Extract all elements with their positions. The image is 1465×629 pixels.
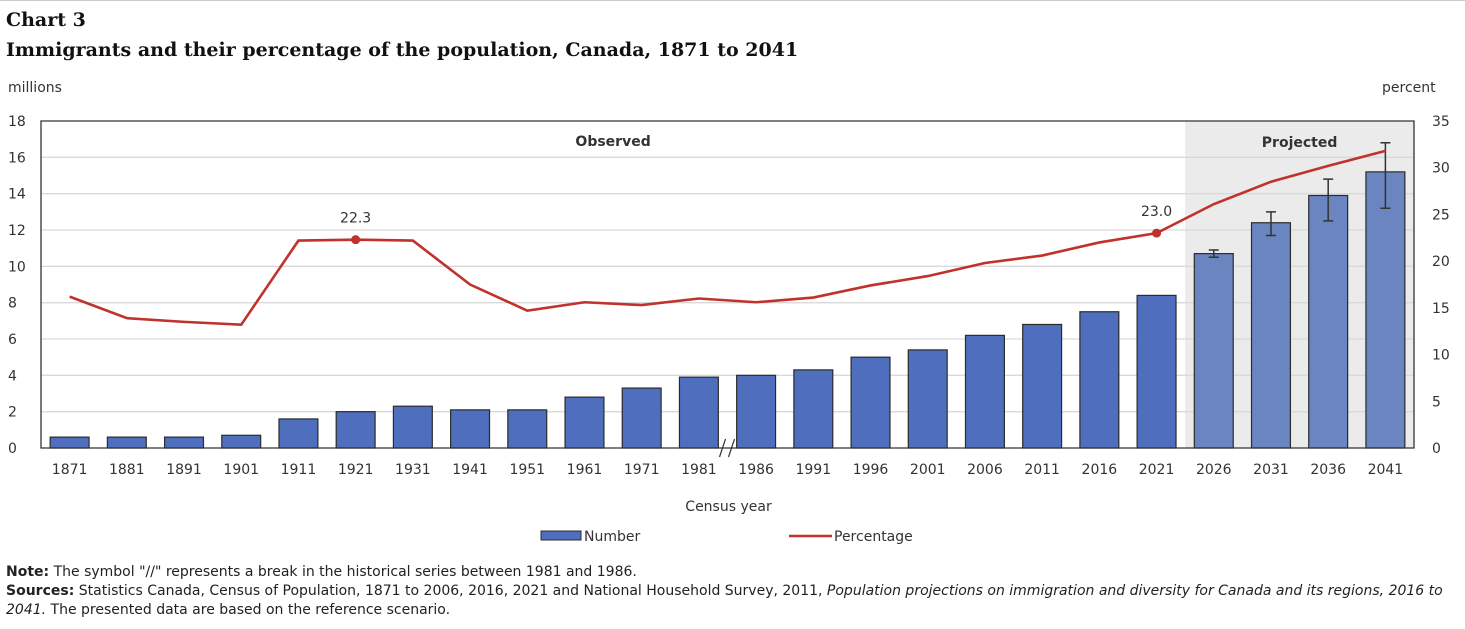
x-tick-1881: 1881 — [109, 462, 145, 478]
x-tick-1921: 1921 — [338, 462, 374, 478]
y-left-tick: 10 — [8, 259, 26, 275]
error-bar-2026 — [1208, 249, 1219, 258]
x-tick-1951: 1951 — [509, 462, 545, 478]
bar-1991 — [793, 369, 834, 449]
sources-line: Sources: Statistics Canada, Census of Po… — [6, 582, 1456, 620]
x-tick-2016: 2016 — [1082, 462, 1118, 478]
bar-1996 — [850, 356, 891, 449]
data-label-1921: 22.3 — [340, 211, 371, 227]
break-marker-icon — [718, 438, 736, 458]
point-2021 — [1152, 228, 1162, 238]
y-right-tick: 20 — [1432, 254, 1450, 270]
x-tick-1971: 1971 — [624, 462, 660, 478]
x-tick-2026: 2026 — [1196, 462, 1232, 478]
bar-1971 — [621, 387, 662, 449]
x-tick-1891: 1891 — [166, 462, 202, 478]
region-label-observed: Observed — [575, 134, 650, 150]
x-tick-2036: 2036 — [1310, 462, 1346, 478]
note-line: Note: The symbol "//" represents a break… — [6, 563, 1456, 582]
x-tick-1991: 1991 — [795, 462, 831, 478]
bar-1911 — [278, 418, 319, 449]
error-bar-2031 — [1265, 211, 1276, 237]
y-left-tick: 18 — [8, 114, 26, 130]
x-tick-1871: 1871 — [52, 462, 88, 478]
bar-1931 — [392, 405, 433, 449]
region-label-projected: Projected — [1262, 135, 1338, 151]
bar-2006 — [964, 334, 1005, 449]
sources-label: Sources: — [6, 583, 75, 599]
note-text: The symbol "//" represents a break in th… — [49, 564, 637, 580]
x-tick-1931: 1931 — [395, 462, 431, 478]
y-left-tick: 12 — [8, 223, 26, 239]
bar-1871 — [49, 436, 90, 449]
bar-2041 — [1365, 171, 1406, 449]
y-left-tick: 4 — [8, 368, 17, 384]
x-tick-1901: 1901 — [223, 462, 259, 478]
x-axis-label: Census year — [685, 499, 772, 515]
sources-text: Statistics Canada, Census of Population,… — [74, 583, 827, 599]
y-right-tick: 0 — [1432, 441, 1441, 457]
x-tick-1981: 1981 — [681, 462, 717, 478]
x-tick-2031: 2031 — [1253, 462, 1289, 478]
y-left-label: millions — [8, 80, 62, 96]
y-right-tick: 10 — [1432, 348, 1450, 364]
note-label: Note: — [6, 564, 50, 580]
legend-swatch-number — [540, 530, 582, 541]
bar-1986 — [736, 374, 777, 449]
y-left-tick: 16 — [8, 150, 26, 166]
y-left-tick: 6 — [8, 332, 17, 348]
chart-title: Immigrants and their percentage of the p… — [6, 39, 799, 61]
error-bar-2036 — [1323, 178, 1334, 222]
legend-label-percentage: Percentage — [834, 529, 913, 545]
bar-1901 — [221, 434, 262, 449]
chart-number: Chart 3 — [6, 9, 86, 31]
y-right-tick: 35 — [1432, 114, 1450, 130]
bar-2036 — [1308, 194, 1349, 449]
bar-1941 — [450, 409, 491, 449]
x-tick-2001: 2001 — [910, 462, 946, 478]
y-right-label: percent — [1382, 80, 1436, 96]
bar-2011 — [1022, 323, 1063, 449]
percentage-line — [69, 149, 1386, 327]
sources-italic: Population projections on immigration an… — [6, 583, 1443, 618]
bar-1961 — [564, 396, 605, 449]
y-left-tick: 14 — [8, 187, 26, 203]
y-right-tick: 30 — [1432, 161, 1450, 177]
y-left-tick: 0 — [8, 441, 17, 457]
y-left-tick: 2 — [8, 405, 17, 421]
y-right-tick: 5 — [1432, 394, 1441, 410]
bar-2021 — [1136, 294, 1177, 449]
x-tick-1941: 1941 — [452, 462, 488, 478]
x-tick-1986: 1986 — [738, 462, 774, 478]
bar-2001 — [907, 349, 948, 449]
bar-1891 — [163, 436, 205, 449]
bar-2026 — [1193, 253, 1234, 449]
x-tick-1911: 1911 — [281, 462, 317, 478]
legend-label-number: Number — [584, 529, 640, 545]
x-tick-2021: 2021 — [1139, 462, 1175, 478]
y-right-tick: 25 — [1432, 207, 1450, 223]
bar-1951 — [507, 409, 548, 449]
chart-svg: 0 2 4 6 8 10 12 14 16 18 0 5 10 15 20 25 30 35 Observed Pro… — [8, 114, 1450, 545]
plot-frame — [40, 120, 1415, 449]
x-tick-2041: 2041 — [1368, 462, 1404, 478]
y-right-tick: 15 — [1432, 301, 1450, 317]
point-1921 — [351, 235, 361, 245]
x-tick-2006: 2006 — [967, 462, 1003, 478]
x-tick-2011: 2011 — [1024, 462, 1060, 478]
bar-1981 — [678, 376, 719, 449]
x-tick-1996: 1996 — [853, 462, 889, 478]
bar-2016 — [1079, 311, 1120, 449]
x-tick-1961: 1961 — [567, 462, 603, 478]
bar-2031 — [1250, 222, 1292, 449]
sources-end: The presented data are based on the refe… — [46, 602, 451, 618]
error-bar-2041 — [1380, 142, 1391, 209]
y-left-tick: 8 — [8, 296, 17, 312]
bar-1881 — [106, 436, 147, 449]
notes: Note: The symbol "//" represents a break… — [6, 563, 1456, 620]
data-label-2021: 23.0 — [1141, 204, 1172, 220]
bar-1921 — [335, 411, 376, 449]
